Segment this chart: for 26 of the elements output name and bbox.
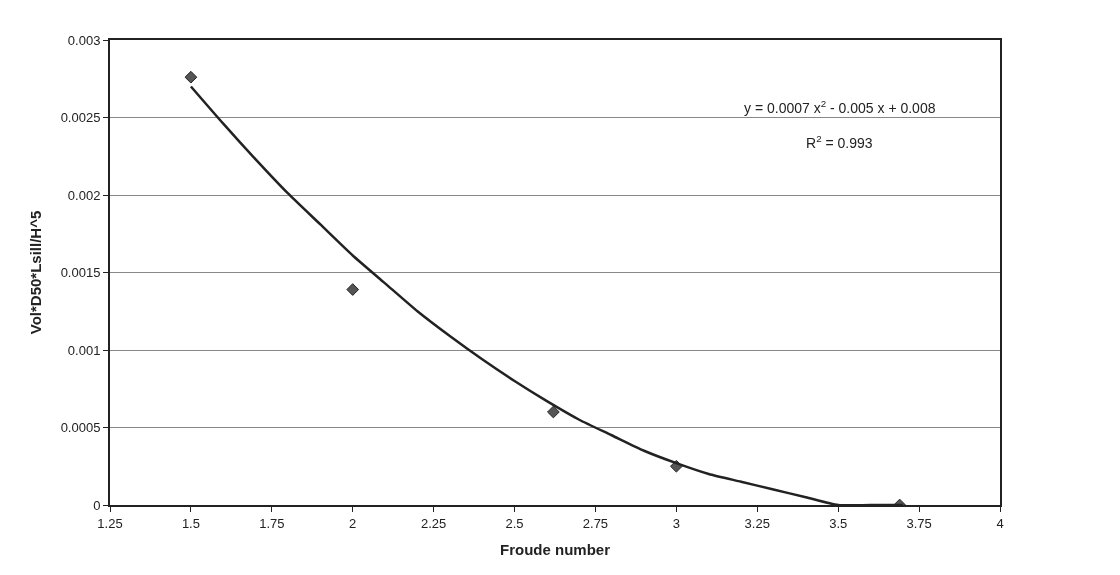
y-tick-label: 0.002 bbox=[67, 187, 101, 203]
y-tick-label: 0.003 bbox=[67, 32, 101, 48]
x-tick-label: 2.75 bbox=[582, 515, 609, 531]
x-tick-label: 2.5 bbox=[505, 515, 524, 531]
x-tick-label: 3.75 bbox=[906, 515, 932, 531]
x-tick-label: 2 bbox=[349, 515, 357, 531]
y-tick-label: 0 bbox=[93, 497, 101, 513]
y-tick-label: 0.0015 bbox=[60, 265, 101, 281]
x-axis-title: Froude number bbox=[499, 541, 611, 559]
point bbox=[547, 405, 560, 419]
x-tick-label: 3.25 bbox=[744, 515, 770, 531]
y-tick-label: 0.001 bbox=[67, 342, 101, 358]
x-tick-label: 3 bbox=[672, 515, 680, 531]
x-tick-label: 1.75 bbox=[259, 515, 285, 531]
annotation: y = 0.0007 x$^{2}$ - 0.005 x + 0.008 bbox=[744, 98, 936, 116]
y-axis-title: Vol*D50*Lsill/H^5 bbox=[27, 210, 45, 335]
x-tick-label: 1.5 bbox=[181, 515, 200, 531]
x-tick-label: 1.25 bbox=[97, 515, 123, 531]
x-tick-label: 2.25 bbox=[420, 515, 447, 531]
point bbox=[346, 283, 360, 296]
x-tick-label: 4 bbox=[996, 515, 1004, 531]
y-tick-label: 0.0025 bbox=[60, 110, 101, 126]
annotation: R$^{2}$ = 0.993 bbox=[806, 133, 873, 151]
x-tick-label: 3.5 bbox=[829, 515, 848, 531]
y-tick-label: 0.0005 bbox=[60, 420, 101, 436]
point bbox=[184, 70, 198, 84]
